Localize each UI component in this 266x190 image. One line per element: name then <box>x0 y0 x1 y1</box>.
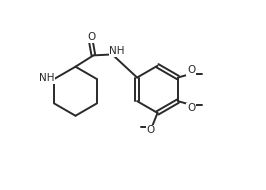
Text: O: O <box>187 103 195 113</box>
Text: O: O <box>147 125 155 135</box>
Text: NH: NH <box>109 46 125 56</box>
Text: NH: NH <box>39 73 55 83</box>
Text: O: O <box>187 65 195 75</box>
Text: O: O <box>87 32 96 42</box>
